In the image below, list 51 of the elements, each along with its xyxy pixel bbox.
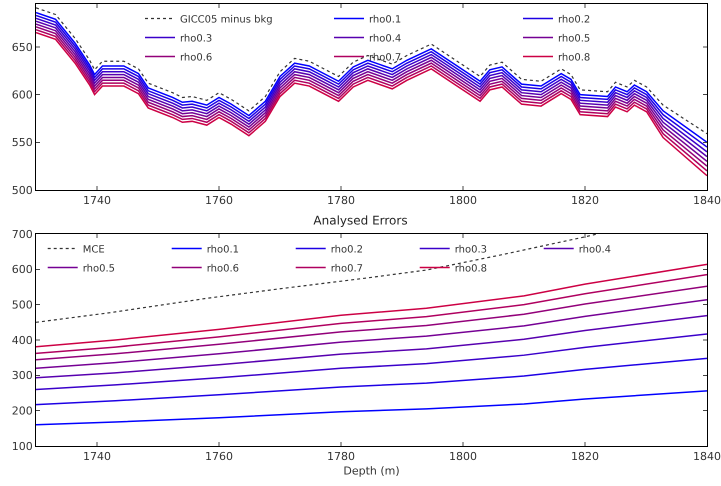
legend-label: rho0.4 — [369, 33, 402, 44]
line-series — [36, 314, 707, 379]
y-tick-label: 700 — [12, 228, 33, 241]
x-tick-label: 1740 — [83, 450, 111, 464]
line-series — [36, 274, 707, 354]
legend-label: GICC05 minus bkg — [180, 14, 273, 26]
legend-label: rho0.2 — [558, 14, 590, 26]
x-tick-label: 1780 — [327, 450, 355, 464]
y-tick-label: 300 — [12, 369, 33, 382]
legend-label: rho0.1 — [206, 244, 240, 256]
x-tick-label: 1760 — [205, 194, 233, 208]
y-tick-label: 600 — [12, 88, 33, 102]
x-axis-title: Depth (m) — [343, 464, 400, 478]
legend-label: rho0.8 — [454, 263, 488, 274]
x-tick-label: 1740 — [83, 194, 111, 208]
legend-label: rho0.3 — [454, 244, 488, 256]
line-series — [36, 358, 707, 406]
x-tick-label: 1800 — [449, 450, 477, 464]
legend-label: rho0.3 — [180, 33, 212, 44]
y-tick-label: 500 — [12, 184, 33, 197]
y-tick-label: 400 — [12, 334, 33, 347]
line-series — [36, 333, 707, 390]
x-tick-label: 1780 — [327, 194, 355, 208]
x-tick-label: 1840 — [693, 450, 721, 464]
legend-label: rho0.1 — [369, 14, 402, 26]
legend-label: rho0.4 — [578, 244, 612, 256]
y-tick-label: 550 — [12, 136, 33, 150]
line-series — [36, 390, 707, 426]
x-tick-label: 1800 — [449, 194, 477, 208]
line-series — [36, 286, 707, 361]
line-series — [36, 264, 707, 348]
y-tick-label: 200 — [12, 404, 33, 418]
y-tick-label: 650 — [12, 40, 33, 54]
y-tick-label: 600 — [12, 263, 33, 276]
legend-label: rho0.5 — [558, 33, 590, 44]
legend-label: rho0.6 — [206, 263, 240, 274]
legend-label: rho0.5 — [82, 263, 116, 274]
legend-label: rho0.7 — [369, 52, 402, 64]
legend-label: rho0.6 — [180, 52, 212, 64]
legend-label: rho0.8 — [558, 52, 590, 64]
legend-label: rho0.2 — [330, 244, 364, 256]
y-tick-label: 100 — [12, 440, 33, 453]
y-tick-label: 500 — [12, 298, 33, 312]
x-tick-label: 1820 — [571, 450, 599, 464]
x-tick-label: 1840 — [693, 194, 721, 208]
x-tick-label: 1760 — [205, 450, 233, 464]
legend-label: MCE — [82, 244, 105, 256]
chart-title: Analysed Errors — [313, 214, 408, 228]
x-tick-label: 1820 — [571, 194, 599, 208]
legend-label: rho0.7 — [330, 263, 364, 274]
line-series — [36, 298, 707, 370]
